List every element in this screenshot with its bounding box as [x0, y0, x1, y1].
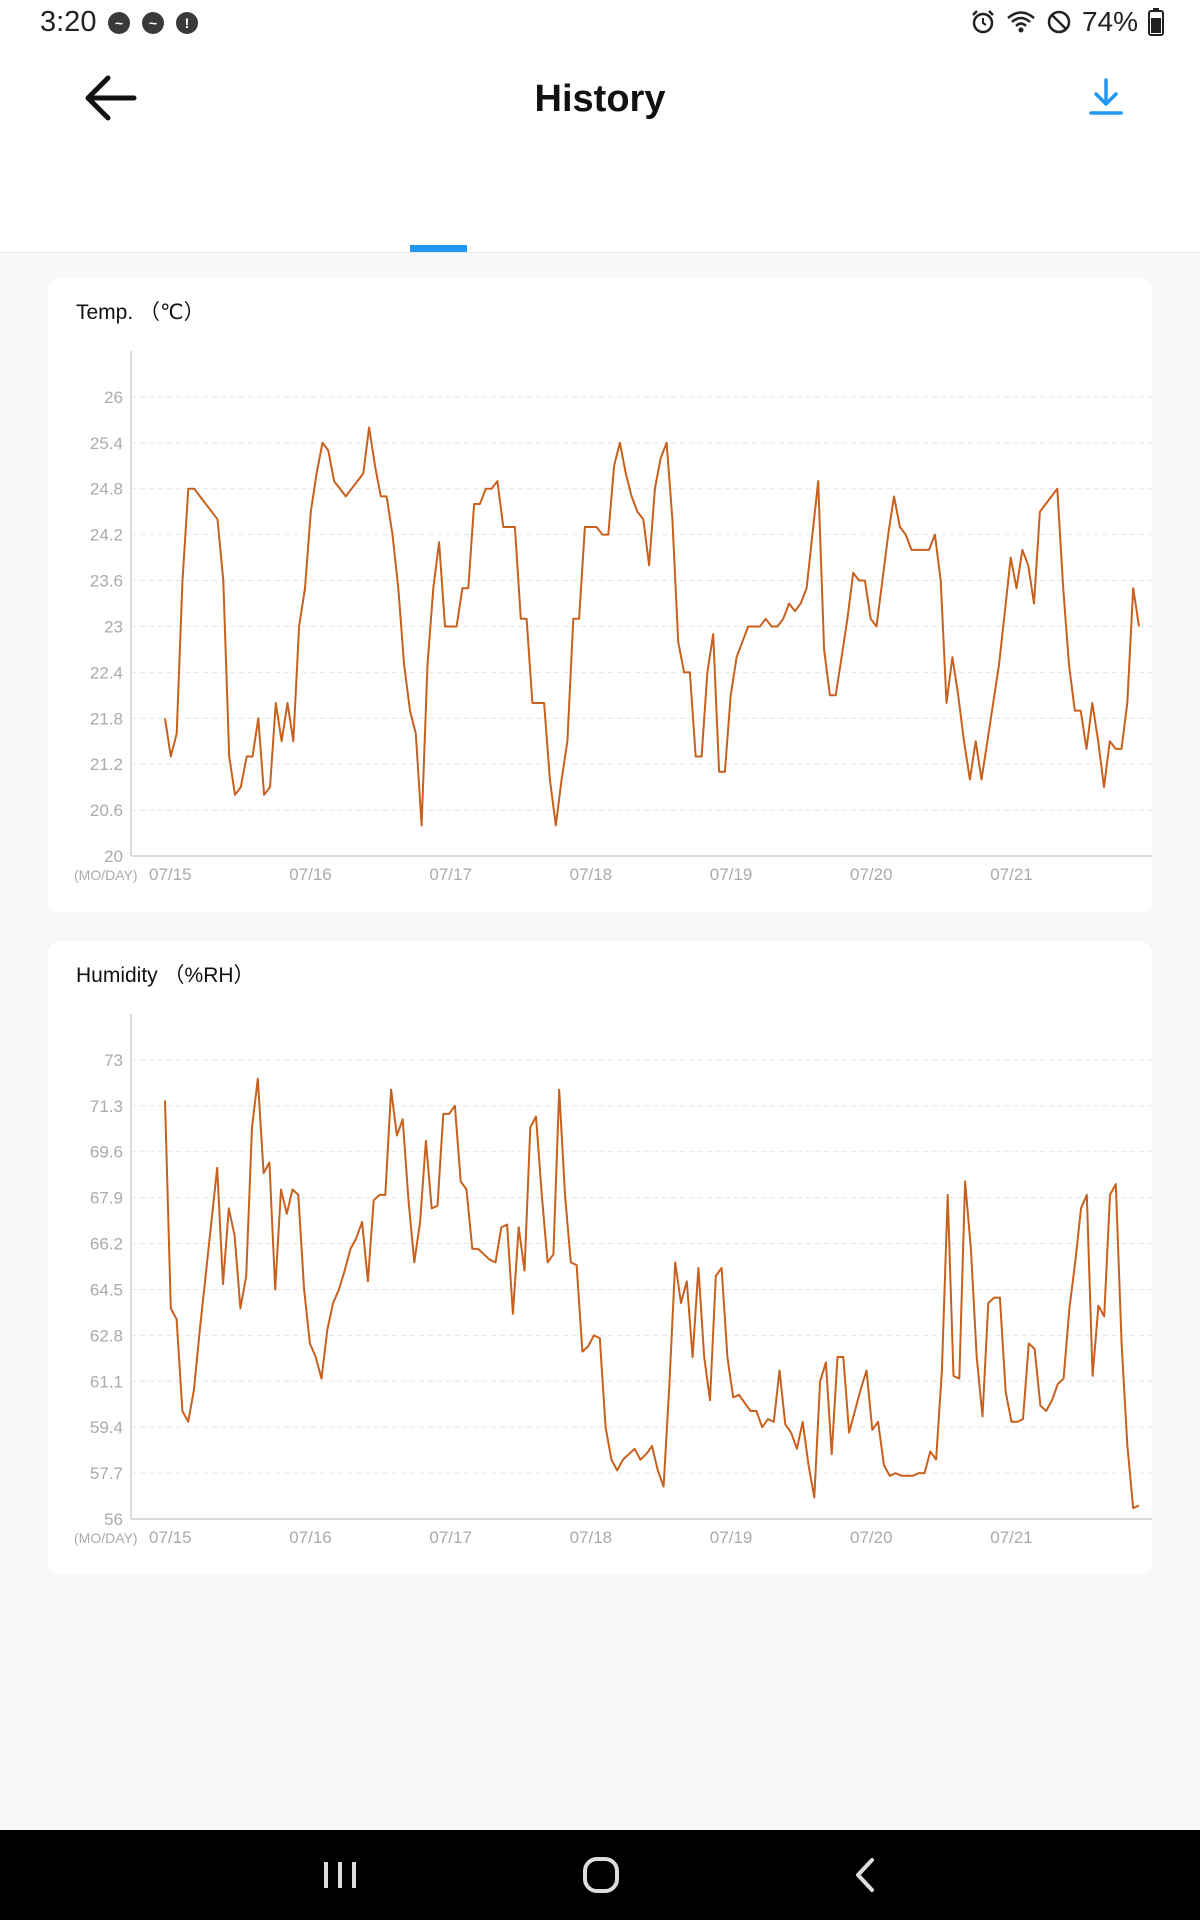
y-tick-label: 21.2: [90, 755, 123, 774]
do-not-disturb-icon: [1047, 10, 1071, 34]
humidity-chart: 56 57.7 59.4 61.1 62.8 64.5 66.2 67.9 69.6 71.3 73…: [74, 1014, 1152, 1547]
wifi-icon: [1007, 11, 1035, 33]
status-bar: 3:20 ~ ~ ! 74%: [0, 0, 1200, 46]
y-tick-label: 23: [104, 617, 123, 636]
temperature-chart-card: Temp. （℃） 20 20.6 21.2 21.8 22.4 23 23.6 24.2 24…: [48, 278, 1152, 912]
arrow-left-icon: [85, 75, 137, 121]
x-tick-label: 07/17: [429, 865, 472, 884]
x-tick-label: 07/20: [850, 865, 893, 884]
x-tick-label: 07/21: [990, 865, 1033, 884]
y-tick-label: 57.7: [90, 1464, 123, 1483]
battery-percent: 74%: [1081, 6, 1138, 37]
y-tick-label: 71.3: [90, 1097, 123, 1116]
tab-indicator: [410, 245, 467, 252]
y-tick-label: 21.8: [90, 709, 123, 728]
humidity-chart-card: Humidity （%RH） 56 57.7 59.4 61.1 62.8 64.5 66.…: [48, 941, 1152, 1575]
x-axis-label: (MO/DAY): [74, 867, 138, 883]
x-axis-label: (MO/DAY): [74, 1530, 138, 1546]
y-tick-label: 59.4: [90, 1418, 123, 1437]
y-tick-label: 62.8: [90, 1326, 123, 1345]
x-tick-label: 07/20: [850, 1528, 893, 1547]
alert-icon: !: [176, 12, 198, 34]
y-tick-label: 66.2: [90, 1235, 123, 1254]
top-app-bar: 3:20 ~ ~ ! 74%: [0, 0, 1200, 253]
temperature-chart: 20 20.6 21.2 21.8 22.4 23 23.6 24.2 24.8 25.4 26 (M…: [74, 351, 1152, 884]
y-tick-label: 67.9: [90, 1189, 123, 1208]
y-tick-label: 25.4: [90, 434, 123, 453]
series-line: [164, 1077, 1140, 1510]
download-icon: [1089, 78, 1123, 115]
x-tick-label: 07/15: [149, 865, 192, 884]
page-title: History: [534, 78, 666, 120]
chevron-left-icon: [856, 1858, 874, 1892]
y-tick-label: 24.2: [90, 526, 123, 545]
system-navigation-bar: [0, 1830, 1200, 1920]
x-tick-label: 07/17: [429, 1528, 472, 1547]
y-tick-label: 26: [104, 388, 123, 407]
x-tick-label: 07/18: [570, 865, 613, 884]
x-tick-label: 07/19: [710, 1528, 753, 1547]
x-tick-label: 07/18: [570, 1528, 613, 1547]
y-tick-label: 69.6: [90, 1143, 123, 1162]
battery-icon: [1148, 8, 1164, 36]
y-tick-label: 64.5: [90, 1280, 123, 1299]
y-tick-label: 73: [104, 1051, 123, 1070]
temperature-chart-title: Temp. （℃）: [76, 301, 205, 324]
recent-apps-button[interactable]: [310, 1850, 370, 1900]
home-button[interactable]: [572, 1850, 632, 1900]
back-button[interactable]: [80, 70, 140, 126]
y-tick-label: 20: [104, 847, 123, 866]
x-tick-label: 07/19: [710, 865, 753, 884]
x-tick-label: 07/16: [289, 1528, 332, 1547]
download-button[interactable]: [1086, 76, 1126, 120]
messenger-icon: ~: [142, 12, 164, 34]
messenger-icon: ~: [108, 12, 130, 34]
y-tick-label: 22.4: [90, 663, 123, 682]
y-tick-label: 20.6: [90, 801, 123, 820]
x-tick-label: 07/15: [149, 1528, 192, 1547]
series-line: [164, 426, 1140, 827]
y-tick-label: 56: [104, 1510, 123, 1529]
alarm-icon: [972, 10, 994, 34]
humidity-chart-title: Humidity （%RH）: [76, 964, 255, 987]
y-tick-label: 61.1: [90, 1372, 123, 1391]
system-back-button[interactable]: [836, 1850, 896, 1900]
recent-apps-icon: [324, 1862, 356, 1888]
status-time: 3:20: [40, 6, 97, 38]
home-icon: [583, 1857, 619, 1893]
y-tick-label: 24.8: [90, 480, 123, 499]
x-tick-label: 07/16: [289, 865, 332, 884]
y-tick-label: 23.6: [90, 572, 123, 591]
x-tick-label: 07/21: [990, 1528, 1033, 1547]
status-right-group: 74%: [970, 4, 1164, 40]
